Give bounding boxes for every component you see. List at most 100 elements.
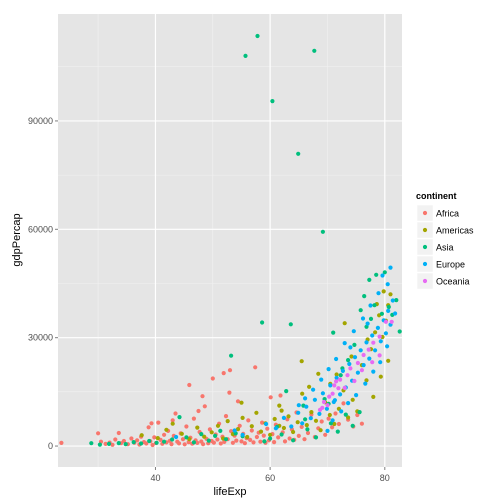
data-point-asia [106, 441, 112, 446]
data-point-asia [199, 432, 204, 437]
data-point-africa [282, 439, 288, 444]
x-axis-title: lifeExp [213, 486, 246, 498]
data-point-africa [196, 408, 201, 414]
data-point-africa [268, 395, 273, 400]
legend-label-asia: Asia [436, 243, 454, 253]
data-point-europe [308, 416, 313, 421]
data-point-africa [258, 439, 263, 444]
data-point-asia [338, 373, 343, 378]
data-point-oceania [321, 399, 327, 405]
data-point-africa [359, 421, 364, 426]
data-point-europe [376, 291, 381, 296]
data-point-africa [235, 399, 241, 404]
data-point-asia [343, 412, 348, 417]
data-point-americas [286, 414, 291, 419]
data-point-americas [313, 418, 319, 423]
data-point-asia [218, 428, 223, 433]
data-point-europe [328, 383, 333, 388]
data-point-europe [368, 303, 373, 308]
data-point-americas [299, 359, 304, 364]
data-point-asia [139, 441, 144, 446]
data-point-americas [381, 289, 386, 294]
data-point-oceania [389, 319, 394, 324]
legend-marker-asia [422, 244, 428, 250]
data-point-asia [305, 427, 310, 432]
data-point-europe [281, 415, 286, 420]
data-point-africa [323, 432, 328, 437]
data-point-africa [170, 418, 175, 423]
data-point-europe [240, 432, 245, 437]
data-point-africa [176, 441, 182, 446]
data-point-europe [388, 265, 393, 270]
data-point-europe [383, 331, 388, 336]
data-point-europe [361, 363, 366, 368]
data-point-americas [304, 423, 309, 428]
data-point-africa [211, 440, 216, 445]
data-point-africa [169, 442, 174, 447]
data-point-americas [327, 412, 332, 418]
data-point-africa [195, 440, 200, 445]
data-point-africa [184, 424, 189, 429]
data-point-oceania [320, 405, 325, 410]
data-point-europe [332, 398, 337, 403]
data-point-americas [300, 391, 305, 396]
data-point-africa [180, 437, 186, 442]
data-point-americas [239, 400, 244, 405]
data-point-africa [265, 426, 270, 431]
data-point-africa [261, 433, 266, 438]
data-point-asia [350, 423, 355, 428]
data-point-africa [215, 437, 220, 442]
data-point-asia [279, 432, 284, 437]
legend-title: continent [416, 191, 457, 201]
y-tick-label: 0 [48, 441, 53, 451]
legend-marker-europe [422, 261, 428, 267]
data-point-americas [179, 431, 184, 436]
data-point-europe [296, 403, 301, 408]
data-point-asia [386, 304, 391, 310]
data-point-americas [378, 374, 383, 379]
data-point-asia [206, 438, 211, 443]
data-point-americas [295, 420, 300, 425]
data-point-africa [162, 432, 167, 437]
data-point-asia [358, 308, 363, 313]
data-point-europe [378, 339, 383, 344]
data-point-americas [349, 354, 354, 359]
data-point-africa [272, 440, 277, 445]
data-point-africa [299, 424, 304, 429]
data-point-africa [135, 438, 140, 443]
y-tick-label: 60000 [28, 224, 53, 234]
data-point-europe [320, 391, 325, 396]
data-point-americas [388, 292, 393, 297]
data-point-europe [358, 348, 363, 353]
data-point-europe [325, 428, 330, 433]
data-point-asia [357, 410, 362, 415]
data-point-europe [351, 329, 356, 334]
data-point-africa [248, 437, 253, 442]
data-point-asia [296, 151, 301, 156]
data-point-americas [281, 425, 286, 431]
data-point-africa [253, 365, 258, 370]
data-point-africa [173, 411, 178, 416]
data-point-oceania [325, 403, 330, 408]
data-point-americas [346, 415, 351, 420]
data-point-europe [289, 424, 294, 429]
data-point-americas [291, 429, 296, 435]
y-axis-title: gdpPercap [11, 213, 23, 266]
data-point-europe [346, 401, 351, 406]
data-point-asia [284, 389, 289, 394]
data-point-oceania [355, 360, 360, 366]
data-point-americas [277, 403, 282, 408]
data-point-europe [303, 396, 308, 401]
data-point-africa [187, 382, 192, 388]
data-point-asia [364, 324, 369, 329]
data-point-asia [97, 442, 102, 447]
data-point-asia [154, 440, 159, 445]
data-point-asia [379, 311, 384, 316]
data-point-americas [170, 421, 175, 426]
data-point-europe [354, 393, 359, 398]
minor-gridlines [58, 14, 402, 467]
data-point-oceania [327, 394, 332, 399]
data-point-americas [332, 421, 337, 427]
data-point-europe [378, 360, 383, 365]
data-point-asia [229, 353, 234, 358]
